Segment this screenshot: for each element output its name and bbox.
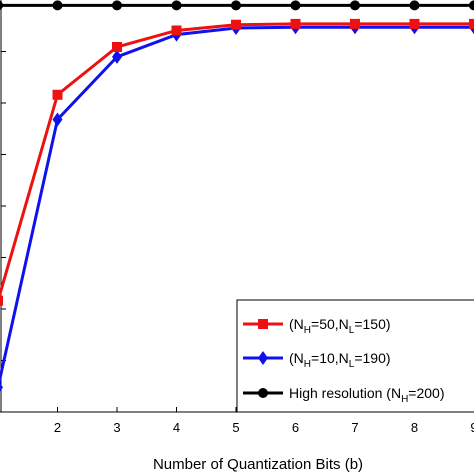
series-3 xyxy=(0,0,474,11)
data-point xyxy=(258,319,268,329)
legend-item: High resolution (NH=200) xyxy=(243,385,445,405)
data-point xyxy=(258,351,268,365)
data-point xyxy=(0,295,3,306)
data-point xyxy=(409,0,420,11)
legend-item: (NH=10,NL=190) xyxy=(243,350,391,370)
legend-label: (NH=10,NL=190) xyxy=(289,350,391,370)
data-point xyxy=(409,18,420,29)
x-tick-label: 8 xyxy=(411,420,418,435)
data-point xyxy=(112,0,122,11)
data-point xyxy=(231,0,241,11)
data-point xyxy=(258,388,268,398)
x-tick-label: 6 xyxy=(292,420,299,435)
x-tick-label: 4 xyxy=(173,420,180,435)
series-line xyxy=(0,22,474,300)
data-point xyxy=(350,0,360,11)
legend-item: (NH=50,NL=150) xyxy=(243,316,391,336)
data-point xyxy=(290,18,301,29)
data-point xyxy=(112,41,122,52)
data-point xyxy=(52,112,63,127)
x-axis-label: Number of Quantization Bits (b) xyxy=(153,456,363,473)
legend-label: (NH=50,NL=150) xyxy=(289,316,391,336)
data-point xyxy=(290,0,301,11)
data-point xyxy=(52,89,63,100)
data-point xyxy=(112,49,122,64)
x-tick-label: 9 xyxy=(470,420,474,435)
x-tick-label: 5 xyxy=(232,420,239,435)
x-tick-label: 2 xyxy=(54,420,61,435)
data-point xyxy=(469,0,474,11)
data-point xyxy=(469,18,474,29)
series-1 xyxy=(0,18,474,306)
data-point xyxy=(52,0,63,11)
legend-label: High resolution (NH=200) xyxy=(289,385,445,405)
data-point xyxy=(0,0,3,10)
x-tick-label: 7 xyxy=(351,420,358,435)
x-tick-label: 3 xyxy=(113,420,120,435)
data-point xyxy=(171,25,182,36)
legend: (NH=50,NL=150) (NH=10,NL=190) High resolut… xyxy=(236,299,474,413)
data-point xyxy=(350,18,360,29)
data-point xyxy=(0,383,3,392)
data-point xyxy=(231,19,241,30)
series-layer xyxy=(0,0,474,392)
data-point xyxy=(171,0,182,11)
